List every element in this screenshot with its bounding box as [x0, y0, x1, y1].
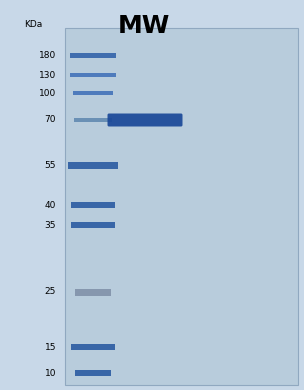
- Bar: [68, 161, 118, 168]
- Bar: [71, 202, 115, 208]
- Text: 70: 70: [44, 115, 56, 124]
- Bar: [71, 344, 115, 350]
- Text: 55: 55: [44, 161, 56, 170]
- Text: MW: MW: [118, 14, 170, 38]
- Text: 130: 130: [39, 71, 56, 80]
- Text: KDa: KDa: [24, 20, 42, 29]
- Bar: [71, 222, 115, 228]
- Text: 40: 40: [45, 200, 56, 209]
- Text: 180: 180: [39, 50, 56, 60]
- Text: 35: 35: [44, 220, 56, 229]
- Bar: [75, 289, 111, 296]
- Text: 10: 10: [44, 369, 56, 378]
- Bar: [70, 73, 116, 77]
- Bar: [65, 28, 298, 385]
- FancyBboxPatch shape: [108, 113, 182, 126]
- Text: 100: 100: [39, 89, 56, 98]
- Bar: [74, 118, 112, 122]
- Text: 15: 15: [44, 342, 56, 351]
- Bar: [70, 53, 116, 57]
- Text: 25: 25: [45, 287, 56, 296]
- Bar: [73, 91, 113, 95]
- Bar: [75, 370, 111, 376]
